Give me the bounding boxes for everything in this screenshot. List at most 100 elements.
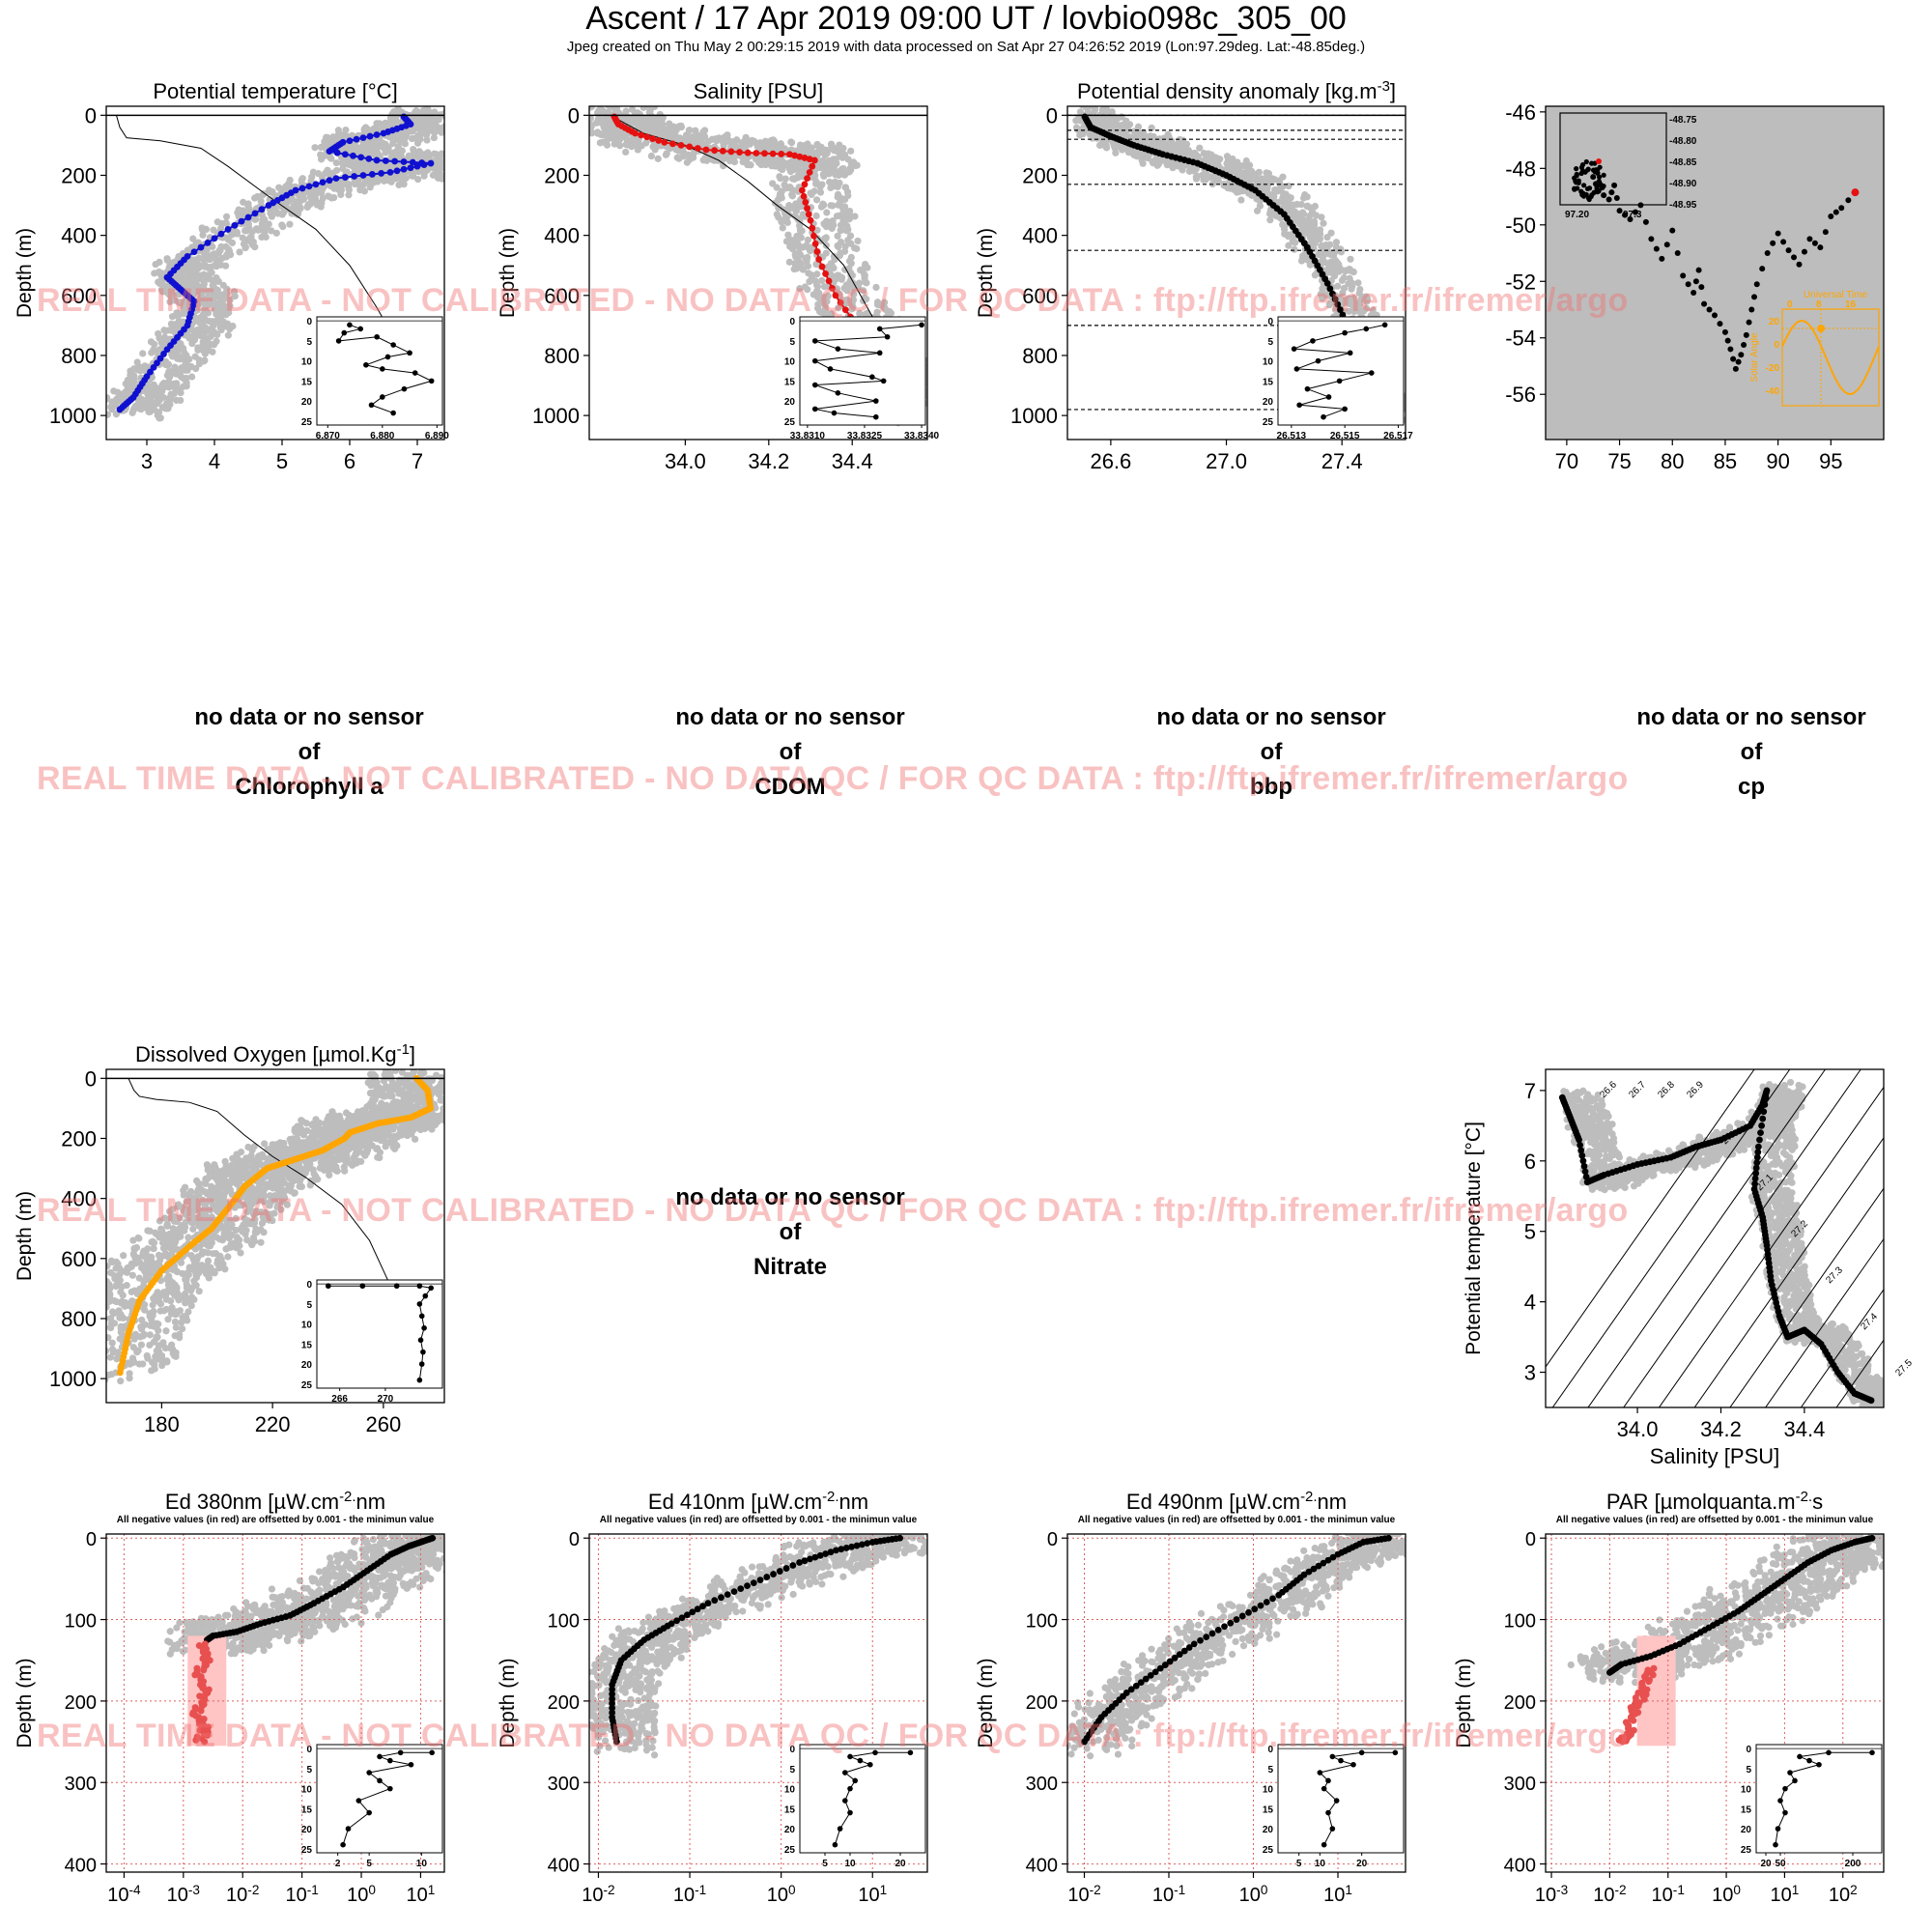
data-point bbox=[1692, 278, 1699, 285]
cloud-point bbox=[785, 258, 793, 266]
cloud-point bbox=[1307, 223, 1315, 231]
cloud-point bbox=[415, 154, 423, 161]
data-point bbox=[806, 156, 813, 163]
cloud-point bbox=[1281, 203, 1289, 211]
cloud-point bbox=[449, 165, 456, 172]
cloud-point bbox=[840, 203, 849, 211]
cloud-point bbox=[202, 348, 211, 355]
cloud-point bbox=[345, 191, 353, 199]
cloud-point bbox=[147, 338, 156, 346]
cloud-point bbox=[445, 166, 452, 173]
cloud-point bbox=[463, 1077, 469, 1084]
inset-point bbox=[428, 378, 435, 384]
cloud-point bbox=[786, 242, 794, 250]
cloud-point bbox=[947, 385, 953, 392]
cloud-point bbox=[380, 177, 388, 185]
cloud-point bbox=[1275, 180, 1284, 187]
cloud-point bbox=[934, 369, 941, 376]
inset-point bbox=[827, 366, 834, 372]
cloud-point bbox=[930, 412, 937, 418]
data-point bbox=[761, 150, 768, 157]
cloud-point bbox=[187, 373, 196, 381]
cloud-point bbox=[209, 294, 217, 302]
cloud-point bbox=[135, 402, 143, 410]
cloud-point bbox=[1189, 167, 1197, 175]
cloud-point bbox=[1139, 159, 1147, 167]
cloud-point bbox=[589, 129, 596, 137]
y-tick-label: -52 bbox=[1505, 270, 1536, 294]
inset-line bbox=[1296, 360, 1319, 370]
plot-content bbox=[106, 106, 458, 422]
inset-point bbox=[1347, 350, 1353, 356]
inset-x-tick-label: 33.8310 bbox=[790, 431, 826, 441]
cloud-point bbox=[762, 141, 770, 149]
cloud-point bbox=[200, 280, 208, 288]
cloud-point bbox=[756, 140, 764, 149]
cloud-point bbox=[463, 1087, 469, 1094]
nodata-cdom: no data or no sensor of CDOM bbox=[616, 700, 964, 805]
cloud-point bbox=[177, 388, 185, 397]
cloud-point bbox=[1331, 305, 1339, 314]
data-point bbox=[736, 149, 743, 156]
cloud-point bbox=[168, 313, 177, 321]
inset-point bbox=[1310, 338, 1316, 344]
cloud-point bbox=[948, 400, 954, 407]
data-point bbox=[1741, 342, 1747, 349]
cloud-point bbox=[1320, 219, 1327, 227]
cloud-point bbox=[821, 151, 829, 159]
cloud-point bbox=[447, 167, 454, 174]
cloud-point bbox=[813, 226, 821, 234]
data-point bbox=[1605, 196, 1612, 203]
cloud-point bbox=[934, 388, 941, 395]
data-point bbox=[312, 181, 320, 188]
cloud-point bbox=[767, 144, 775, 152]
plot-frame bbox=[1545, 105, 1885, 440]
data-point bbox=[351, 173, 358, 180]
data-point bbox=[702, 146, 710, 154]
cloud-point bbox=[932, 396, 939, 403]
zoom-inset-frame bbox=[1559, 112, 1667, 206]
cloud-point bbox=[156, 334, 163, 342]
sun-y-tick-label: 20 bbox=[1769, 317, 1780, 327]
zoom-point bbox=[1572, 175, 1577, 181]
cloud-point bbox=[781, 175, 789, 183]
cloud-point bbox=[860, 287, 867, 295]
cloud-point bbox=[459, 1077, 466, 1084]
inset-frame bbox=[799, 316, 926, 426]
cloud-point bbox=[158, 387, 166, 395]
cloud-point bbox=[456, 1094, 463, 1100]
cloud-point bbox=[1126, 146, 1134, 154]
cloud-point bbox=[785, 202, 793, 210]
cloud-point bbox=[452, 1093, 459, 1099]
inset-point bbox=[869, 374, 875, 381]
data-point bbox=[427, 159, 435, 167]
data-point bbox=[1806, 236, 1813, 242]
data-point bbox=[1695, 267, 1702, 273]
inset-line bbox=[814, 408, 835, 414]
inset-y-tick-label: 0 bbox=[789, 317, 795, 327]
nodata-chlorophyll: no data or no sensor of Chlorophyll a bbox=[135, 700, 483, 805]
data-point bbox=[332, 175, 340, 182]
cloud-point bbox=[469, 1092, 475, 1098]
cloud-point bbox=[160, 327, 168, 334]
cloud-point bbox=[380, 1077, 388, 1085]
data-point bbox=[1685, 281, 1691, 288]
cloud-point bbox=[469, 1101, 476, 1108]
data-point bbox=[809, 162, 816, 170]
cloud-point bbox=[1266, 216, 1274, 224]
inset-x-tick-label: 26.517 bbox=[1383, 431, 1413, 441]
cloud-point bbox=[242, 243, 249, 251]
cloud-point bbox=[715, 134, 723, 142]
x-tick-label: 85 bbox=[1714, 449, 1737, 473]
cloud-point bbox=[936, 390, 943, 397]
zoom-point bbox=[1594, 169, 1600, 175]
cloud-point bbox=[452, 1091, 459, 1097]
cloud-point bbox=[150, 401, 157, 410]
cloud-point bbox=[451, 169, 458, 176]
cloud-point bbox=[207, 327, 214, 335]
inset-point bbox=[341, 329, 348, 336]
y-tick-label: 800 bbox=[61, 344, 97, 368]
data-point bbox=[366, 132, 374, 140]
data-point bbox=[769, 150, 777, 157]
data-point bbox=[807, 216, 814, 224]
